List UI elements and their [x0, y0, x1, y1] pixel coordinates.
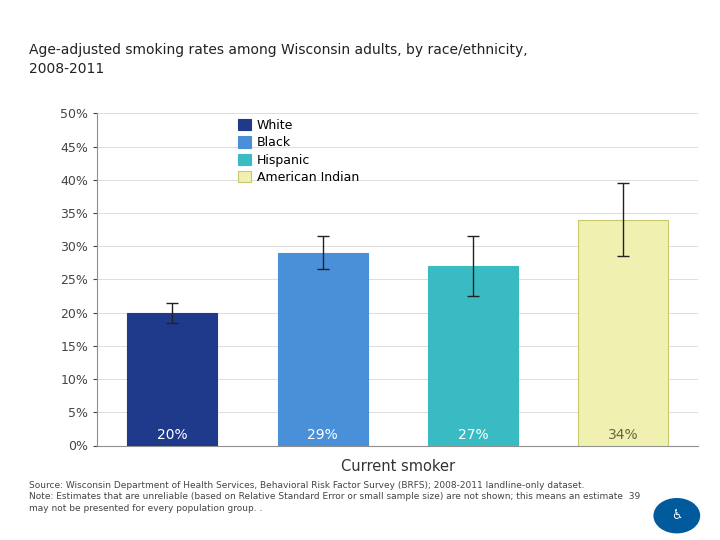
Text: 29%: 29% [307, 428, 338, 442]
Text: BLACK POPULATION: BLACK POPULATION [9, 12, 174, 28]
Text: Age-adjusted smoking rates among Wisconsin adults, by race/ethnicity,
2008-2011: Age-adjusted smoking rates among Wiscons… [29, 43, 528, 76]
Bar [578, 220, 668, 446]
Bar [277, 253, 368, 446]
Text: 27%: 27% [458, 428, 488, 442]
X-axis label: Current smoker: Current smoker [341, 458, 455, 474]
Text: Tobacco use and exposure: Tobacco use and exposure [494, 12, 711, 28]
Circle shape [654, 499, 700, 532]
Text: 20%: 20% [157, 428, 188, 442]
Legend: White, Black, Hispanic, American Indian: White, Black, Hispanic, American Indian [235, 116, 361, 186]
Bar [428, 266, 518, 445]
Text: Source: Wisconsin Department of Health Services, Behavioral Risk Factor Survey (: Source: Wisconsin Department of Health S… [29, 481, 640, 513]
Text: 34%: 34% [608, 428, 639, 442]
Text: ♿: ♿ [671, 509, 683, 522]
Bar [127, 313, 217, 446]
